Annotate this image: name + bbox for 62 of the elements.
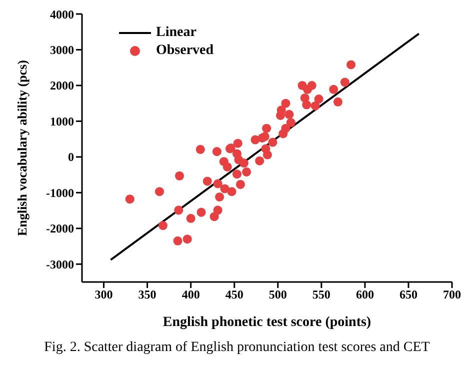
point — [314, 94, 324, 104]
point — [213, 206, 222, 215]
caption: Fig. 2. Scatter diagram of English pronunciation test scores and CET — [43, 340, 431, 356]
point — [281, 124, 290, 133]
y-tick-label: 2000 — [50, 78, 74, 93]
y-tick-label: 1000 — [50, 114, 74, 128]
y-axis-title: English vocabulary ability (pcs) — [14, 60, 30, 236]
point — [125, 194, 134, 204]
point — [333, 97, 342, 106]
point — [284, 110, 294, 119]
point — [268, 138, 278, 147]
legend-label: Linear — [156, 24, 196, 42]
point — [310, 101, 320, 110]
x-axis-title: English phonetic test score (points) — [162, 315, 372, 330]
x-tick-label: 400 — [182, 288, 200, 302]
point — [212, 147, 222, 156]
point — [227, 187, 236, 196]
x-tick-label: 700 — [443, 288, 461, 302]
point — [196, 144, 205, 154]
y-tick-label: 0 — [68, 150, 74, 164]
point — [222, 162, 232, 172]
point — [154, 187, 164, 196]
x-tick-label: 650 — [399, 288, 418, 302]
y-tick-label: -2000 — [46, 222, 74, 236]
x-tick-label: 350 — [138, 288, 156, 302]
point — [329, 84, 338, 94]
point — [158, 221, 168, 230]
point — [220, 184, 230, 194]
point — [262, 124, 272, 133]
point — [174, 171, 184, 180]
point — [174, 206, 184, 215]
point — [281, 98, 290, 108]
point — [255, 156, 264, 166]
point — [242, 167, 252, 176]
point — [233, 138, 242, 148]
point — [236, 180, 245, 189]
y-tick-label: -1000 — [46, 186, 74, 200]
x-tick-label: 550 — [312, 288, 330, 302]
point — [239, 158, 248, 168]
x-tick-label: 500 — [268, 288, 287, 302]
point — [202, 176, 212, 186]
point — [196, 208, 206, 217]
y-tick-label: 3000 — [50, 42, 74, 57]
x-tick-label: 450 — [225, 288, 244, 302]
point — [260, 132, 270, 142]
x-tick-label: 600 — [356, 288, 374, 302]
y-tick-label: 4000 — [50, 7, 74, 22]
point — [340, 78, 350, 87]
point — [215, 192, 224, 202]
point — [186, 214, 196, 223]
point — [346, 60, 356, 70]
point — [232, 170, 242, 179]
point — [302, 84, 312, 94]
point — [173, 236, 182, 246]
point — [286, 118, 296, 128]
point — [302, 100, 312, 110]
x-tick-label: 300 — [94, 288, 113, 302]
legend-label: Observed — [156, 42, 214, 60]
point — [262, 150, 272, 160]
point — [213, 179, 222, 188]
y-tick-label: -3000 — [46, 257, 74, 272]
point — [182, 234, 192, 244]
